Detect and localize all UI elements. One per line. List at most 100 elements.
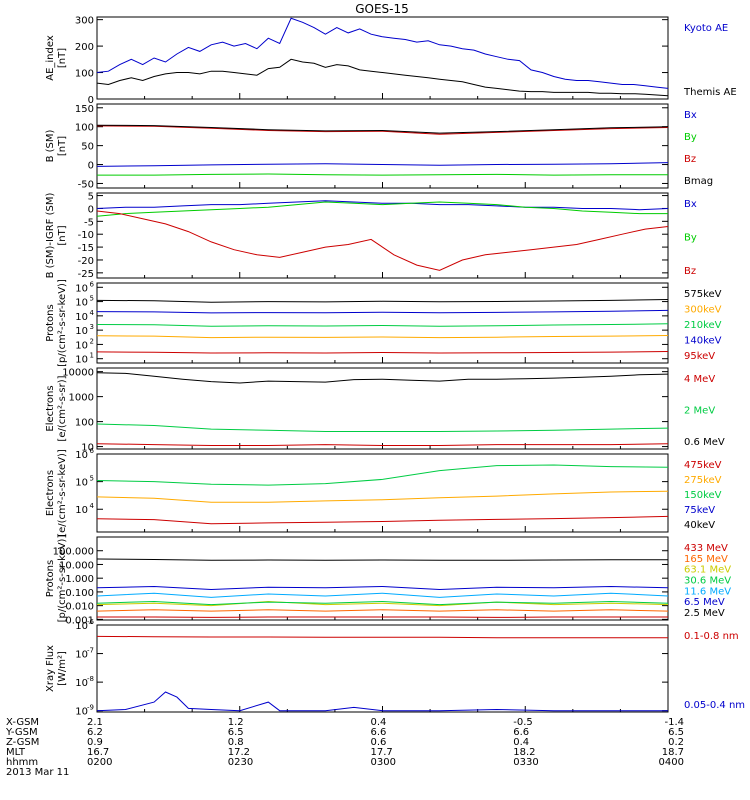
ytick-exp-3-0: 1 [90,352,94,360]
xaxis-value-3-3: 18.2 [513,747,535,758]
xaxis-value-3-2: 0.4 [513,737,529,748]
ylabel-6-0: Protons [45,560,56,597]
ytick-label-1-4: 150 [75,104,94,115]
series-line-4-2 [96,372,669,384]
xaxis-value-3-0: -0.5 [513,717,533,728]
ytick-label-0-2: 200 [75,42,94,53]
series-line-6-3 [96,600,669,606]
ytick-label-3-4: 10 [75,298,88,309]
xaxis-value-1-0: 1.2 [228,717,244,728]
ylabel-0-0: AE_index [45,35,56,81]
ytick-label-2-6: -25 [78,269,94,280]
ytick-exp-5-1: 5 [90,475,94,483]
panel-frame-3 [96,282,669,364]
series-line-2-0 [96,200,669,211]
xaxis-row-label-0: X-GSM [6,717,39,728]
xaxis-value-0-3: 16.7 [87,747,109,758]
xaxis-row-label-1: Y-GSM [5,727,38,738]
legend-entry-7-1: 0.05-0.4 nm [684,700,745,711]
series-line-2-2 [96,210,669,271]
legend-entry-5-0: 475keV [684,460,722,471]
xaxis-value-4-2: 0.2 [668,737,684,748]
ytick-label-1-0: -50 [78,179,94,190]
series-line-1-0 [96,162,669,167]
ytick-label-0-3: 300 [75,16,94,27]
legend-entry-3-3: 140keV [684,336,722,347]
ytick-label-2-5: -20 [78,256,94,267]
series-line-5-1 [96,490,669,503]
ytick-label-4-2: 1000 [69,393,94,404]
ylabel-7-1: [W/m²] [57,651,68,686]
legend-entry-1-1: By [684,132,697,143]
legend-entry-3-0: 575keV [684,289,722,300]
legend-entry-7-0: 0.1-0.8 nm [684,631,739,642]
xaxis-value-0-2: 0.9 [87,737,103,748]
panel-frame-0 [96,16,669,100]
ytick-exp-7-0: -6 [87,618,95,626]
ytick-exp-5-2: 6 [90,447,95,455]
ytick-label-6-4: 10.000 [59,560,94,571]
xaxis-value-2-1: 6.6 [371,727,387,738]
ylabel-2-1: [nT] [57,225,68,245]
ytick-label-3-2: 10 [75,326,88,337]
ytick-label-3-3: 10 [75,312,88,323]
legend-entry-5-1: 275keV [684,475,722,486]
ylabel-3-0: Protons [45,304,56,341]
ylabel-2-0: B (SM)-IGRF (SM) [45,193,56,279]
series-line-3-2 [96,323,669,327]
ytick-label-4-0: 10 [81,443,94,454]
xaxis-value-4-3: 18.7 [662,747,684,758]
ylabel-5-0: Electrons [45,470,56,516]
legend-entry-1-0: Bx [684,110,697,121]
ylabel-5-1: [e/(cm²-s-sr-keV)] [57,449,68,537]
series-line-2-1 [96,201,668,217]
xaxis-value-1-4: 0230 [228,757,253,768]
xaxis-value-1-1: 6.5 [228,727,244,738]
ytick-label-6-5: 100.000 [53,547,94,558]
legend-entry-3-2: 210keV [684,320,722,331]
series-line-7-0 [96,635,668,639]
series-line-3-3 [96,309,669,314]
ytick-label-2-0: 5 [88,192,94,203]
series-line-4-0 [96,443,669,446]
xaxis-value-2-0: 0.4 [371,717,387,728]
ytick-label-6-2: 0.100 [65,588,94,599]
xaxis-row-label-4: hhmm [6,757,38,768]
panel-frame-4 [96,367,669,450]
legend-entry-4-0: 4 MeV [684,374,715,385]
xaxis-row-label-3: MLT [6,747,26,758]
legend-entry-1-2: Bz [684,154,696,165]
legend-entry-4-1: 2 MeV [684,406,715,417]
ytick-label-5-2: 10 [75,450,88,461]
legend-entry-6-6: 2.5 MeV [684,608,725,619]
ytick-label-7-3: 10 [75,707,88,718]
series-line-3-0 [96,299,669,303]
ytick-label-0-0: 0 [88,95,94,106]
xaxis-value-4-4: 0400 [659,757,684,768]
xaxis-value-0-1: 6.2 [87,727,103,738]
legend-entry-6-3: 30.6 MeV [684,576,731,587]
legend-entry-3-4: 95keV [684,351,715,362]
ytick-exp-3-1: 2 [90,337,94,345]
legend-entry-6-1: 165 MeV [684,554,728,565]
ytick-label-1-3: 100 [75,123,94,134]
ytick-exp-7-3: -9 [87,704,94,712]
ytick-label-7-0: 10 [75,621,88,632]
legend-entry-6-5: 6.5 MeV [684,597,725,608]
series-line-7-1 [96,691,668,712]
legend-entry-5-3: 75keV [684,505,715,516]
series-line-0-1 [96,58,669,97]
xaxis-value-4-0: -1.4 [664,717,684,728]
ylabel-4-0: Electrons [45,385,56,431]
ylabel-1-1: [nT] [57,136,68,156]
ytick-label-2-3: -10 [78,230,94,241]
series-line-1-3 [96,124,669,134]
legend-entry-5-2: 150keV [684,490,722,501]
ytick-label-6-1: 0.010 [65,602,94,613]
xaxis-value-1-2: 0.8 [228,737,244,748]
ylabel-6-1: [p/(cm²-s-sr-keV)] [57,535,68,623]
xaxis-value-2-3: 17.7 [371,747,393,758]
ytick-label-3-1: 10 [75,340,88,351]
figure-title: GOES-15 [355,2,409,16]
